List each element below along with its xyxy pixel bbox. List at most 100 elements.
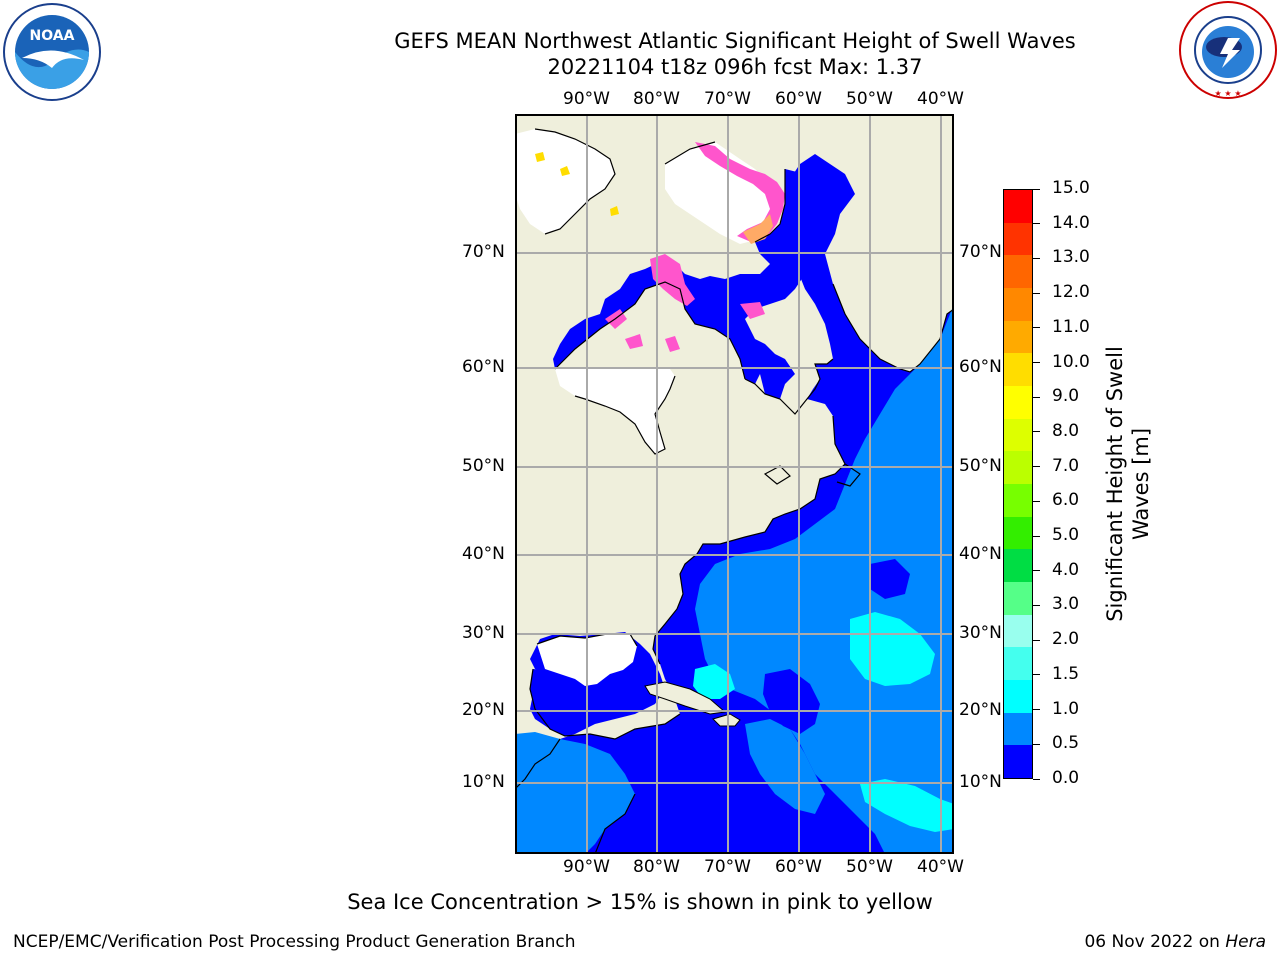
low-swell-patch-2 (870, 559, 910, 599)
map-panel (515, 114, 954, 854)
lat-label-left: 50°N (462, 456, 505, 476)
colorbar-tick-label: 13.0 (1052, 247, 1090, 268)
map-frame (515, 114, 954, 854)
lon-label-bottom: 90°W (563, 857, 610, 877)
lon-label-bottom: 80°W (633, 857, 680, 877)
sea-ice-yellow-fringe (535, 152, 619, 216)
lat-label-right: 10°N (959, 772, 1002, 792)
colorbar-segment (1004, 353, 1032, 387)
lon-label-top: 50°W (846, 89, 893, 109)
colorbar-tick-label: 4.0 (1052, 559, 1080, 580)
colorbar-tick-label: 14.0 (1052, 212, 1090, 233)
colorbar-tick-label: 1.5 (1052, 663, 1080, 684)
colorbar-tick-mark (1033, 327, 1040, 329)
hudson-bay (553, 239, 825, 399)
colorbar-tick-mark (1033, 466, 1040, 468)
sea-ice-caption: Sea Ice Concentration > 15% is shown in … (347, 890, 933, 914)
colorbar-tick-label: 7.0 (1052, 455, 1080, 476)
lon-label-bottom: 40°W (917, 857, 964, 877)
swell-band-1-0-b (693, 664, 735, 699)
colorbar-tick-label: 3.0 (1052, 594, 1080, 615)
colorbar-tick-label: 2.0 (1052, 629, 1080, 650)
colorbar-tick-mark (1033, 604, 1040, 606)
credit-branch: NCEP/EMC/Verification Post Processing Pr… (13, 932, 576, 952)
colorbar-segment (1004, 549, 1032, 583)
lon-label-bottom: 60°W (775, 857, 822, 877)
arctic-white-region (665, 142, 780, 244)
lat-label-right: 60°N (959, 357, 1002, 377)
colorbar-tick-mark (1033, 223, 1040, 225)
lat-label-left: 60°N (462, 357, 505, 377)
colorbar-tick-mark (1033, 292, 1040, 294)
colorbar-tick-mark (1033, 778, 1040, 780)
map-svg (515, 114, 954, 854)
chart-title: GEFS MEAN Northwest Atlantic Significant… (394, 29, 1076, 53)
low-swell-patch (763, 669, 820, 734)
colorbar-tick-label: 9.0 (1052, 386, 1080, 407)
colorbar-segment (1004, 516, 1032, 550)
colorbar-tick-mark (1033, 362, 1040, 364)
colorbar-tick-mark (1033, 709, 1040, 711)
lon-label-bottom: 70°W (704, 857, 751, 877)
colorbar-tick-label: 10.0 (1052, 351, 1090, 372)
colorbar-segment (1004, 680, 1032, 713)
colorbar-tick-label: 15.0 (1052, 178, 1090, 198)
colorbar-segment (1004, 647, 1032, 681)
lat-label-left: 70°N (462, 242, 505, 262)
noaa-logo-text: NOAA (30, 28, 75, 44)
colorbar-tick-mark (1033, 639, 1040, 641)
colorbar-tick-label: 5.0 (1052, 525, 1080, 546)
colorbar-tick-label: 8.0 (1052, 420, 1080, 441)
lat-label-left: 20°N (462, 700, 505, 720)
graticule (515, 114, 954, 854)
colorbar-tick-mark (1033, 431, 1040, 433)
colorbar-segment (1004, 745, 1032, 779)
colorbar-segment (1004, 190, 1032, 223)
noaa-logo: NOAA (2, 2, 102, 102)
colorbar-segment (1004, 582, 1032, 615)
lon-label-bottom: 50°W (846, 857, 893, 877)
colorbar-label-line1: Significant Height of Swell (1103, 346, 1127, 622)
lat-label-right: 40°N (959, 544, 1002, 564)
colorbar-tick-mark (1033, 535, 1040, 537)
sea-ice-baffin (695, 142, 785, 242)
swell-band-south (515, 732, 635, 854)
lat-label-left: 40°N (462, 544, 505, 564)
colorbar-tick-label: 6.0 (1052, 490, 1080, 511)
colorbar-segment (1004, 484, 1032, 517)
lat-label-left: 30°N (462, 623, 505, 643)
colorbar-segment (1004, 288, 1032, 321)
swell-band-1-0-a (850, 612, 935, 686)
colorbar-segment (1004, 614, 1032, 648)
swell-band-caribbean (745, 719, 825, 814)
colorbar-label-line2: Waves [m] (1129, 427, 1153, 541)
colorbar-segment (1004, 222, 1032, 256)
colorbar-tick-mark (1033, 257, 1040, 259)
lon-label-top: 80°W (633, 89, 680, 109)
colorbar-tick-label: 1.0 (1052, 698, 1080, 719)
credit-machine: Hera (1225, 932, 1266, 952)
colorbar-tick-mark (1033, 674, 1040, 676)
lon-label-top: 90°W (563, 89, 610, 109)
sea-ice-hudson-edge (605, 302, 765, 352)
lat-label-right: 70°N (959, 242, 1002, 262)
swell-band-1-0-c (860, 779, 954, 832)
lon-label-top: 70°W (704, 89, 751, 109)
colorbar-tick-mark (1033, 188, 1040, 190)
colorbar-segment (1004, 320, 1032, 354)
colorbar-segment (1004, 386, 1032, 419)
chart-subtitle: 20221104 t18z 096h fcst Max: 1.37 (547, 55, 923, 79)
coastlines (515, 128, 954, 854)
colorbar (1003, 189, 1033, 779)
svg-text:★ ★ ★: ★ ★ ★ (1214, 89, 1241, 98)
lat-label-right: 50°N (959, 456, 1002, 476)
colorbar-tick-label: 11.0 (1052, 316, 1090, 337)
colorbar-tick-mark (1033, 570, 1040, 572)
colorbar-segment (1004, 255, 1032, 289)
lat-label-right: 30°N (959, 623, 1002, 643)
lon-label-top: 40°W (917, 89, 964, 109)
credit-date-text: 06 Nov 2022 on (1084, 932, 1226, 952)
colorbar-segment (1004, 451, 1032, 485)
colorbar-tick-label: 12.0 (1052, 282, 1090, 303)
colorbar-tick-label: 0.5 (1052, 733, 1080, 754)
